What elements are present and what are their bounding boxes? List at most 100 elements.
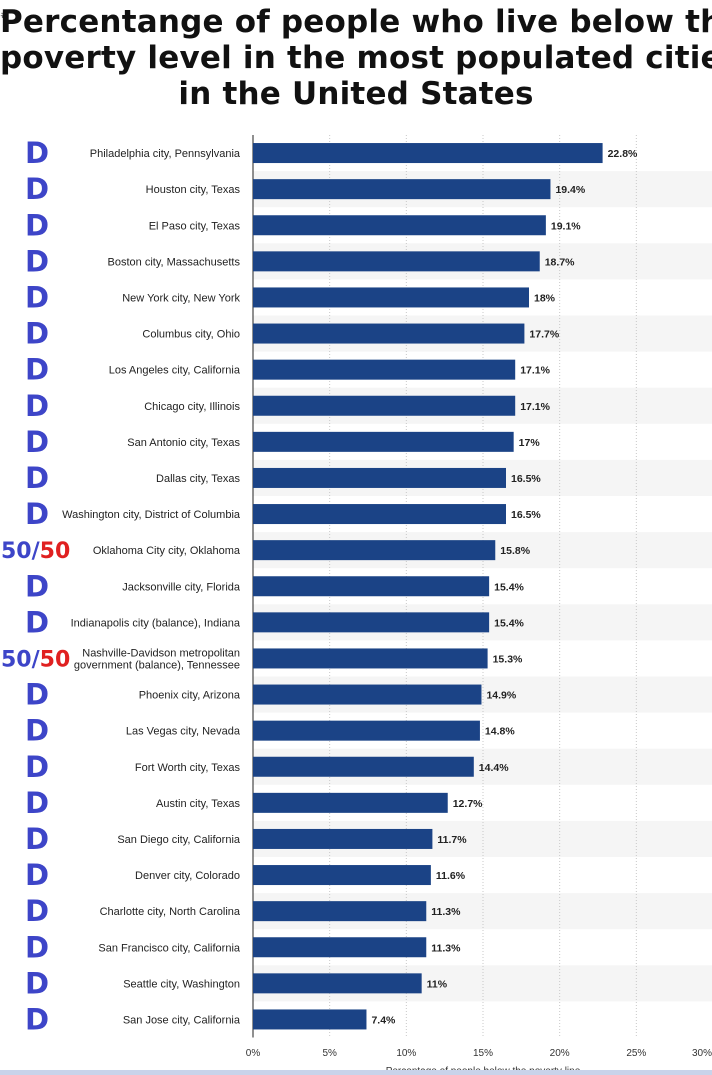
bar bbox=[253, 504, 506, 525]
value-label: 11.3% bbox=[431, 906, 461, 918]
annotation-right-part: 50 bbox=[40, 539, 71, 564]
bar bbox=[253, 612, 490, 633]
party-annotation-d: D bbox=[25, 280, 49, 314]
value-label: 7.4% bbox=[371, 1014, 396, 1026]
value-label: 14.8% bbox=[485, 726, 515, 738]
title-line-2: poverty level in the most populated citi… bbox=[0, 40, 712, 76]
title-line-1: Percentange of people who live below the bbox=[0, 4, 712, 40]
bar bbox=[253, 179, 551, 200]
party-annotation-d: D bbox=[25, 678, 49, 712]
bar bbox=[253, 792, 448, 813]
value-label: 15.4% bbox=[494, 617, 524, 629]
category-label: Jacksonville city, Florida bbox=[122, 581, 241, 593]
party-annotation-d: D bbox=[25, 786, 49, 820]
bar bbox=[253, 1009, 367, 1030]
bar bbox=[253, 215, 546, 236]
bottom-strip bbox=[0, 1070, 712, 1075]
category-label: government (balance), Tennessee bbox=[74, 659, 240, 671]
x-tick-label: 30% bbox=[692, 1048, 712, 1059]
bar bbox=[253, 143, 603, 164]
category-label: Austin city, Texas bbox=[156, 798, 240, 810]
x-tick-label: 25% bbox=[626, 1048, 646, 1059]
category-label: Indianapolis city (balance), Indiana bbox=[71, 617, 241, 629]
bar bbox=[253, 431, 514, 452]
value-label: 17.7% bbox=[529, 329, 559, 341]
category-label: Houston city, Texas bbox=[146, 184, 241, 196]
value-label: 17.1% bbox=[520, 401, 550, 413]
x-tick-label: 5% bbox=[322, 1048, 337, 1059]
x-tick-label: 10% bbox=[396, 1048, 416, 1059]
value-label: 18% bbox=[534, 292, 556, 304]
value-label: 12.7% bbox=[453, 798, 483, 810]
value-label: 15.4% bbox=[494, 581, 524, 593]
bar bbox=[253, 359, 516, 380]
bar bbox=[253, 937, 427, 958]
party-annotation-d: D bbox=[25, 208, 49, 242]
category-label: Charlotte city, North Carolina bbox=[100, 906, 241, 918]
party-annotation-d: D bbox=[25, 930, 49, 964]
value-label: 14.4% bbox=[479, 762, 509, 774]
party-annotation-d: D bbox=[25, 569, 49, 603]
category-label: Las Vegas city, Nevada bbox=[126, 726, 241, 738]
category-label: New York city, New York bbox=[122, 292, 240, 304]
category-label: Phoenix city, Arizona bbox=[139, 690, 241, 702]
category-label: Washington city, District of Columbia bbox=[62, 509, 241, 521]
category-label: El Paso city, Texas bbox=[149, 220, 241, 232]
party-annotation-d: D bbox=[25, 966, 49, 1000]
party-annotation-d: D bbox=[25, 822, 49, 856]
party-annotation-d: D bbox=[25, 497, 49, 531]
bar bbox=[253, 973, 422, 994]
chart-title: Percentange of people who live below the… bbox=[0, 4, 712, 112]
category-label: San Antonio city, Texas bbox=[127, 437, 240, 449]
category-label: Boston city, Massachusetts bbox=[108, 256, 241, 268]
category-label: Oklahoma City city, Oklahoma bbox=[93, 545, 241, 557]
category-label: Seattle city, Washington bbox=[123, 978, 240, 990]
x-tick-label: 0% bbox=[246, 1048, 261, 1059]
party-annotation-d: D bbox=[25, 461, 49, 495]
value-label: 17% bbox=[519, 437, 541, 449]
value-label: 19.1% bbox=[551, 220, 581, 232]
value-label: 11.3% bbox=[431, 942, 461, 954]
category-label: Philadelphia city, Pennsylvania bbox=[90, 148, 241, 160]
value-label: 14.9% bbox=[486, 690, 516, 702]
x-tick-label: 15% bbox=[473, 1048, 493, 1059]
party-annotation-d: D bbox=[25, 317, 49, 351]
party-annotation-d: D bbox=[25, 1002, 49, 1036]
party-annotation-d: D bbox=[25, 858, 49, 892]
value-label: 16.5% bbox=[511, 473, 541, 485]
bar bbox=[253, 720, 480, 741]
party-annotation-d: D bbox=[25, 389, 49, 423]
bar bbox=[253, 901, 427, 922]
category-label: Dallas city, Texas bbox=[156, 473, 240, 485]
annotation-left-part: 50/ bbox=[1, 647, 41, 672]
value-label: 15.3% bbox=[493, 653, 523, 665]
category-label: Nashville-Davidson metropolitan bbox=[82, 647, 240, 659]
annotation-left-part: 50/ bbox=[1, 539, 41, 564]
party-annotation-d: D bbox=[25, 894, 49, 928]
party-annotation-d: D bbox=[25, 136, 49, 170]
value-label: 22.8% bbox=[608, 148, 638, 160]
value-label: 11.6% bbox=[436, 870, 466, 882]
bar bbox=[253, 323, 525, 344]
party-annotation-5050: 50/50 bbox=[1, 647, 70, 672]
party-annotation-d: D bbox=[25, 750, 49, 784]
bar bbox=[253, 395, 516, 416]
category-label: Los Angeles city, California bbox=[109, 365, 241, 377]
party-annotation-d: D bbox=[25, 425, 49, 459]
x-tick-label: 20% bbox=[550, 1048, 570, 1059]
bar bbox=[253, 865, 431, 886]
party-annotation-d: D bbox=[25, 714, 49, 748]
category-label: Columbus city, Ohio bbox=[142, 329, 240, 341]
bar bbox=[253, 828, 433, 849]
category-label: Denver city, Colorado bbox=[135, 870, 240, 882]
value-label: 11% bbox=[427, 978, 448, 990]
bar bbox=[253, 287, 529, 308]
edge-mark: # bbox=[0, 10, 9, 21]
party-annotation-d: D bbox=[25, 172, 49, 206]
bar bbox=[253, 540, 496, 561]
title-line-3: in the United States bbox=[178, 76, 534, 112]
category-label: San Jose city, California bbox=[123, 1014, 241, 1026]
category-label: Chicago city, Illinois bbox=[144, 401, 240, 413]
value-label: 18.7% bbox=[545, 256, 575, 268]
